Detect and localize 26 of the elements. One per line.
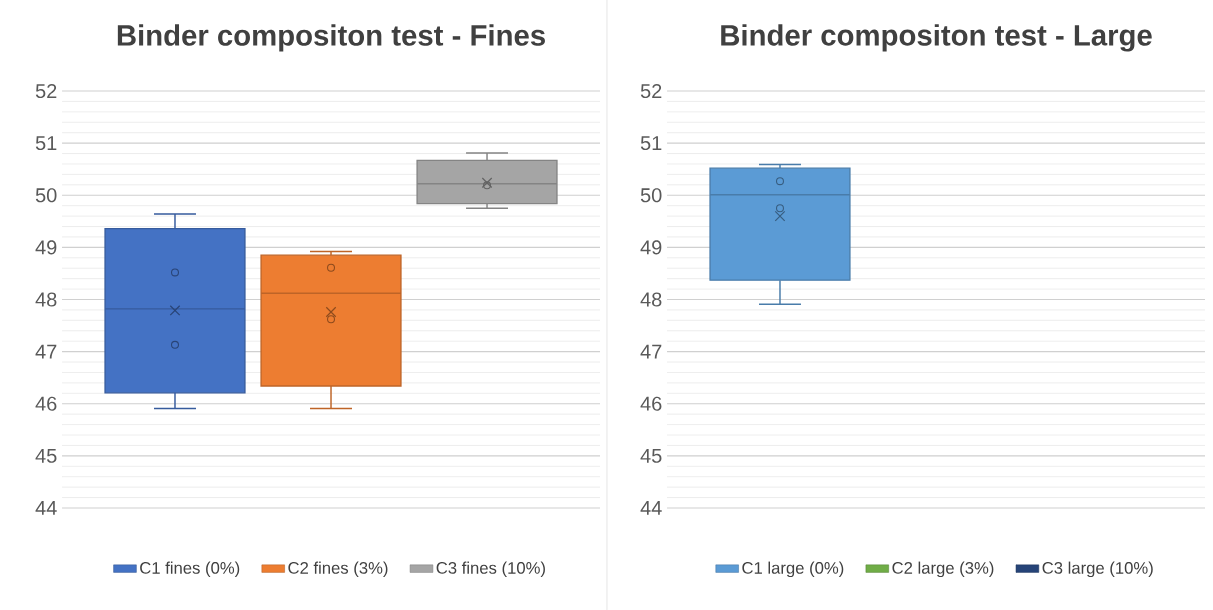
y-tick-label: 50 [35,188,57,203]
legend-label: C1 large (0%) [742,561,844,578]
y-tick-label: 45 [35,448,57,463]
legend-label: C2 large (3%) [892,561,994,578]
legend-label: C1 fines (0%) [140,561,240,578]
y-tick-label: 52 [640,83,662,99]
legend-label: C3 large (10%) [1042,561,1153,578]
y-tick-label: 50 [640,188,662,203]
y-tick-label: 47 [35,344,57,359]
y-tick-label: 44 [35,501,57,515]
y-tick-label: 51 [640,136,662,151]
y-tick-label: 47 [640,344,662,359]
chart-title: Binder compositon test - Fines [117,24,545,52]
y-tick-label: 49 [35,240,57,255]
y-tick-label: 46 [640,396,662,411]
chart-title: Binder compositon test - Large [721,24,1152,52]
y-tick-label: 44 [640,501,662,515]
legend-label: C2 fines (3%) [288,561,388,578]
y-tick-label: 51 [35,136,57,151]
y-tick-label: 46 [35,396,57,411]
y-tick-label: 48 [640,292,662,307]
y-tick-label: 48 [35,292,57,307]
y-tick-label: 45 [640,448,662,463]
y-tick-label: 49 [640,240,662,255]
legend-label: C3 fines (10%) [436,561,545,578]
y-tick-label: 52 [35,83,57,99]
